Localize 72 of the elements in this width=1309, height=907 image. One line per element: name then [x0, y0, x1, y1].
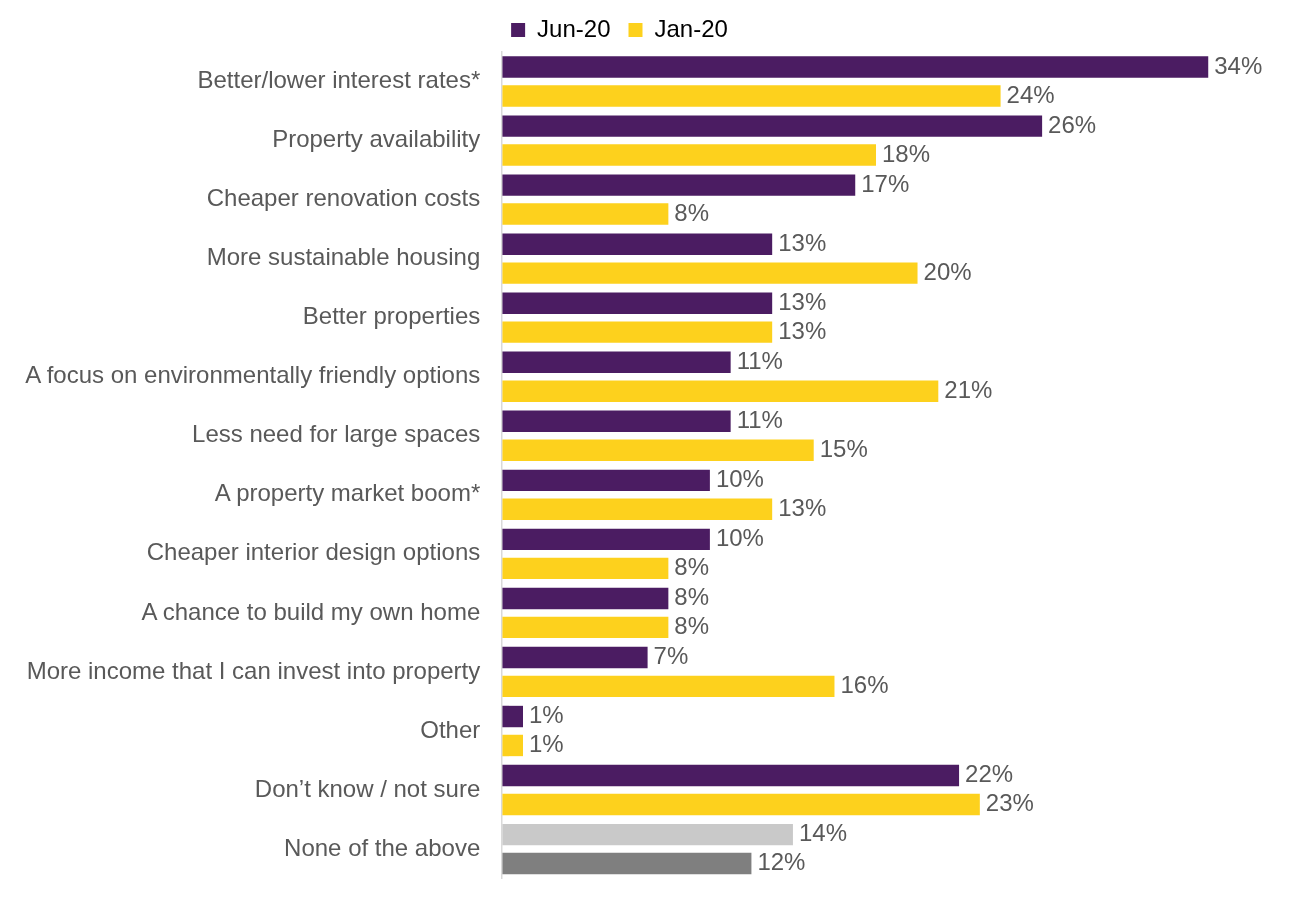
- bar: [502, 734, 524, 757]
- bar: [502, 203, 669, 225]
- data-label: 34%: [1214, 51, 1263, 79]
- data-label: 14%: [798, 819, 847, 847]
- bar: [502, 498, 773, 520]
- bar: [502, 56, 1209, 78]
- y-tick-label: Less need for large spaces: [192, 420, 481, 448]
- bar: [502, 410, 731, 433]
- data-label: 13%: [778, 228, 827, 256]
- bar: [502, 439, 814, 461]
- bar: [502, 292, 773, 314]
- data-label: 23%: [985, 789, 1034, 817]
- y-tick-label: Better properties: [302, 302, 481, 330]
- data-label: 20%: [923, 257, 972, 285]
- data-label: 24%: [1006, 80, 1055, 108]
- bar: [502, 852, 752, 875]
- data-label: 13%: [778, 316, 827, 344]
- data-label: 1%: [529, 701, 564, 729]
- data-label: 22%: [965, 760, 1014, 788]
- data-label: 21%: [944, 375, 993, 403]
- bar: [502, 233, 773, 255]
- y-tick-label: Cheaper renovation costs: [206, 184, 481, 212]
- y-tick-label: Better/lower interest rates*: [197, 66, 481, 94]
- bar: [502, 616, 669, 639]
- bar: [502, 351, 731, 373]
- legend-label: Jun-20: [537, 14, 611, 42]
- y-tick-label: Other: [420, 715, 481, 743]
- data-label: 16%: [840, 671, 889, 699]
- data-label: 10%: [715, 464, 764, 492]
- data-label: 7%: [653, 642, 689, 670]
- data-label: 8%: [674, 583, 710, 611]
- bar: [502, 262, 918, 284]
- bar: [502, 144, 877, 166]
- y-tick-label: More sustainable housing: [206, 243, 481, 271]
- data-label: 1%: [529, 730, 564, 758]
- legend-label: Jan-20: [654, 14, 728, 42]
- bar: [502, 380, 939, 402]
- data-label: 8%: [674, 198, 710, 226]
- bar: [502, 793, 980, 816]
- bar: [502, 557, 669, 580]
- y-tick-label: Property availability: [272, 125, 481, 153]
- bar: [502, 174, 856, 196]
- data-label: 26%: [1048, 110, 1097, 138]
- data-label: 13%: [778, 287, 827, 315]
- bar: [502, 823, 793, 846]
- bar: [502, 646, 648, 669]
- y-tick-label: A chance to build my own home: [141, 597, 481, 625]
- data-label: 18%: [882, 139, 931, 167]
- y-tick-label: A property market boom*: [214, 479, 481, 507]
- bar: [502, 528, 710, 551]
- bar: [502, 321, 773, 343]
- data-label: 8%: [674, 552, 710, 580]
- bar: [502, 675, 835, 698]
- data-label: 12%: [757, 848, 806, 876]
- data-label: 13%: [778, 493, 827, 521]
- bar: [502, 85, 1001, 107]
- bar: [502, 764, 960, 787]
- data-label: 8%: [674, 612, 710, 639]
- bar: [502, 705, 524, 728]
- data-label: 11%: [736, 405, 783, 433]
- data-label: 15%: [819, 434, 868, 462]
- y-tick-label: A focus on environmentally friendly options: [25, 361, 481, 389]
- y-tick-label: None of the above: [284, 833, 481, 861]
- bar: [502, 469, 710, 492]
- y-tick-label: Cheaper interior design options: [146, 538, 481, 566]
- data-label: 11%: [736, 346, 783, 374]
- y-tick-label: More income that I can invest into property: [26, 656, 481, 684]
- bar: [502, 587, 669, 610]
- bar: [502, 115, 1043, 137]
- data-label: 17%: [861, 169, 910, 197]
- y-tick-label: Don’t know / not sure: [254, 774, 481, 802]
- data-label: 10%: [715, 524, 764, 552]
